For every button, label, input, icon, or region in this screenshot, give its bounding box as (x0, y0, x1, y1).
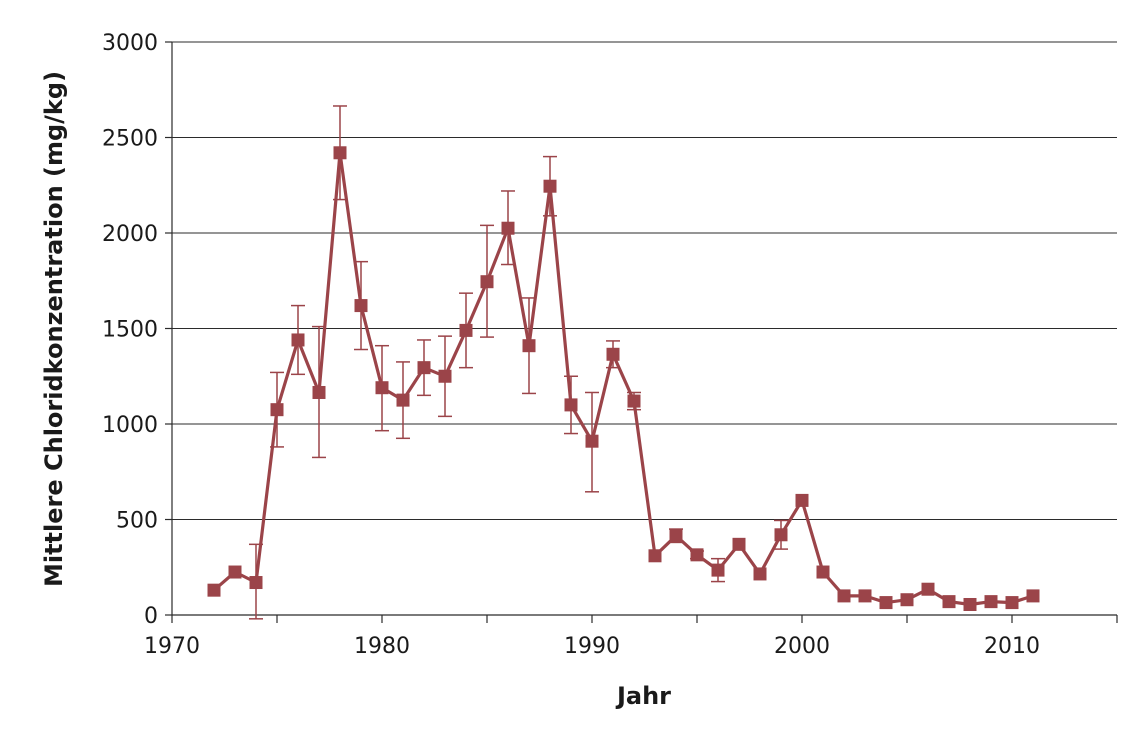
data-point-1975 (270, 403, 284, 417)
data-point-1991 (606, 347, 620, 361)
data-point-2000 (795, 493, 809, 507)
x-tick-label-1990: 1990 (564, 634, 620, 659)
data-point-1972 (207, 583, 221, 597)
y-tick-label-2000: 2000 (102, 222, 158, 247)
data-point-2006 (921, 582, 935, 596)
data-point-1997 (732, 537, 746, 551)
data-point-2010 (1005, 596, 1019, 610)
error-bars (249, 105, 788, 620)
series-line (212, 151, 1034, 607)
data-point-2007 (942, 595, 956, 609)
y-tick-label-500: 500 (116, 509, 158, 534)
data-point-1978 (333, 146, 347, 160)
data-point-1974 (249, 576, 263, 590)
x-tick-label-1980: 1980 (354, 634, 410, 659)
data-point-2004 (879, 596, 893, 610)
axes (165, 41, 1118, 623)
data-point-1981 (396, 393, 410, 407)
data-point-2001 (816, 565, 830, 579)
data-point-1993 (648, 549, 662, 563)
x-tick-labels: 1970 1980 1990 2000 2010 (144, 634, 1040, 659)
data-point-1995 (690, 548, 704, 562)
data-point-1979 (354, 299, 368, 313)
data-point-1983 (438, 369, 452, 383)
data-point-1986 (501, 221, 515, 235)
data-point-1980 (375, 381, 389, 395)
data-point-1989 (564, 398, 578, 412)
data-point-1998 (753, 567, 767, 581)
data-point-1987 (522, 339, 536, 353)
data-point-2002 (837, 589, 851, 603)
y-tick-label-0: 0 (144, 604, 158, 629)
y-tick-labels: 0 500 1000 1500 2000 2500 3000 (102, 31, 158, 629)
data-point-2009 (984, 595, 998, 609)
x-tick-label-1970: 1970 (144, 634, 200, 659)
data-point-1990 (585, 434, 599, 448)
x-tick-label-2010: 2010 (984, 634, 1040, 659)
data-point-1999 (774, 528, 788, 542)
x-axis-title: Jahr (615, 682, 671, 710)
data-point-2008 (963, 597, 977, 611)
grid-lines (172, 41, 1117, 520)
x-tick-label-2000: 2000 (774, 634, 830, 659)
data-point-1982 (417, 361, 431, 375)
data-point-1988 (543, 179, 557, 193)
data-point-1992 (627, 394, 641, 408)
y-tick-label-1500: 1500 (102, 318, 158, 343)
y-tick-label-1000: 1000 (102, 413, 158, 438)
y-tick-label-3000: 3000 (102, 31, 158, 56)
y-axis-title: Mittlere Chloridkonzentration (mg/kg) (40, 71, 68, 587)
data-point-2003 (858, 589, 872, 603)
data-point-1985 (480, 275, 494, 289)
data-point-2005 (900, 593, 914, 607)
data-point-2011 (1026, 589, 1040, 603)
data-point-1973 (228, 565, 242, 579)
data-point-1984 (459, 323, 473, 337)
y-tick-label-2500: 2500 (102, 127, 158, 152)
data-point-1996 (711, 563, 725, 577)
data-point-1976 (291, 333, 305, 347)
data-point-1977 (312, 385, 326, 399)
data-series (207, 146, 1040, 611)
data-point-1994 (669, 529, 683, 543)
